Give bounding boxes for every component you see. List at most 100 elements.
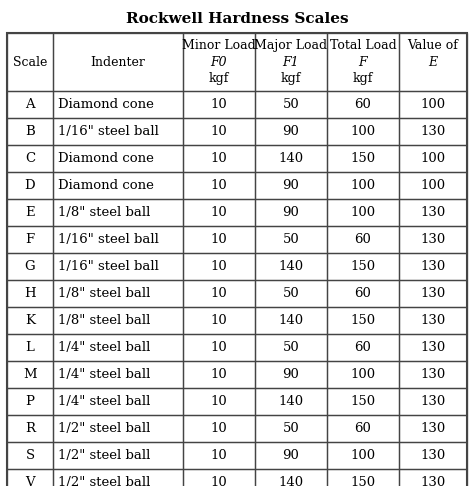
Text: 150: 150 xyxy=(350,152,375,165)
Bar xyxy=(53,226,183,253)
Text: 90: 90 xyxy=(283,125,300,138)
Text: 50: 50 xyxy=(283,98,300,111)
Bar xyxy=(53,280,183,307)
Text: 130: 130 xyxy=(420,206,446,219)
Text: 150: 150 xyxy=(350,260,375,273)
Bar xyxy=(7,91,53,118)
Bar xyxy=(255,253,327,280)
Text: B: B xyxy=(25,125,35,138)
Text: 50: 50 xyxy=(283,422,300,435)
Text: 130: 130 xyxy=(420,233,446,246)
Bar xyxy=(327,361,399,388)
Bar xyxy=(255,145,327,172)
Text: 1/4" steel ball: 1/4" steel ball xyxy=(58,395,150,408)
Text: 150: 150 xyxy=(350,476,375,486)
Bar xyxy=(399,469,467,486)
Bar xyxy=(183,334,255,361)
Text: 1/16" steel ball: 1/16" steel ball xyxy=(58,233,159,246)
Bar xyxy=(7,199,53,226)
Bar xyxy=(327,253,399,280)
Bar xyxy=(327,469,399,486)
Bar xyxy=(183,469,255,486)
Bar xyxy=(327,145,399,172)
Text: 10: 10 xyxy=(210,125,228,138)
Bar xyxy=(53,442,183,469)
Text: Total Load: Total Load xyxy=(329,39,396,52)
Text: 10: 10 xyxy=(210,152,228,165)
Bar xyxy=(327,91,399,118)
Bar xyxy=(327,307,399,334)
Text: 130: 130 xyxy=(420,314,446,327)
Text: F0: F0 xyxy=(210,55,228,69)
Text: Diamond cone: Diamond cone xyxy=(58,179,154,192)
Text: 10: 10 xyxy=(210,341,228,354)
Text: 150: 150 xyxy=(350,314,375,327)
Bar xyxy=(183,415,255,442)
Bar xyxy=(183,307,255,334)
Text: S: S xyxy=(26,449,35,462)
Bar xyxy=(255,91,327,118)
Bar xyxy=(399,118,467,145)
Bar xyxy=(255,361,327,388)
Text: 10: 10 xyxy=(210,422,228,435)
Bar xyxy=(327,334,399,361)
Text: kgf: kgf xyxy=(353,71,373,85)
Bar xyxy=(7,172,53,199)
Text: 130: 130 xyxy=(420,287,446,300)
Text: 60: 60 xyxy=(355,287,372,300)
Text: 150: 150 xyxy=(350,395,375,408)
Bar xyxy=(7,415,53,442)
Bar xyxy=(7,361,53,388)
Bar xyxy=(399,253,467,280)
Text: V: V xyxy=(25,476,35,486)
Text: kgf: kgf xyxy=(209,71,229,85)
Bar xyxy=(327,415,399,442)
Text: 1/2" steel ball: 1/2" steel ball xyxy=(58,422,150,435)
Text: F: F xyxy=(26,233,35,246)
Text: F1: F1 xyxy=(283,55,299,69)
Bar xyxy=(255,388,327,415)
Text: 1/8" steel ball: 1/8" steel ball xyxy=(58,287,150,300)
Bar xyxy=(327,172,399,199)
Text: Value of: Value of xyxy=(408,39,458,52)
Text: Rockwell Hardness Scales: Rockwell Hardness Scales xyxy=(126,12,348,26)
Text: 140: 140 xyxy=(278,152,303,165)
Bar xyxy=(7,226,53,253)
Bar xyxy=(183,33,255,91)
Bar xyxy=(255,199,327,226)
Text: 130: 130 xyxy=(420,125,446,138)
Text: 1/8" steel ball: 1/8" steel ball xyxy=(58,206,150,219)
Text: 10: 10 xyxy=(210,98,228,111)
Text: 130: 130 xyxy=(420,341,446,354)
Text: L: L xyxy=(26,341,35,354)
Bar xyxy=(53,91,183,118)
Text: kgf: kgf xyxy=(281,71,301,85)
Text: 10: 10 xyxy=(210,368,228,381)
Bar xyxy=(53,334,183,361)
Bar xyxy=(183,361,255,388)
Bar xyxy=(399,145,467,172)
Bar xyxy=(327,442,399,469)
Bar xyxy=(255,334,327,361)
Text: 10: 10 xyxy=(210,476,228,486)
Text: Diamond cone: Diamond cone xyxy=(58,98,154,111)
Bar xyxy=(399,199,467,226)
Bar xyxy=(53,199,183,226)
Bar xyxy=(7,307,53,334)
Text: 1/8" steel ball: 1/8" steel ball xyxy=(58,314,150,327)
Bar xyxy=(53,253,183,280)
Bar xyxy=(327,118,399,145)
Text: 60: 60 xyxy=(355,98,372,111)
Text: 100: 100 xyxy=(420,152,446,165)
Text: Diamond cone: Diamond cone xyxy=(58,152,154,165)
Bar xyxy=(53,388,183,415)
Text: 100: 100 xyxy=(420,98,446,111)
Bar xyxy=(53,361,183,388)
Bar xyxy=(53,469,183,486)
Text: 10: 10 xyxy=(210,260,228,273)
Bar xyxy=(53,415,183,442)
Text: 140: 140 xyxy=(278,395,303,408)
Text: 10: 10 xyxy=(210,395,228,408)
Text: E: E xyxy=(25,206,35,219)
Bar xyxy=(183,118,255,145)
